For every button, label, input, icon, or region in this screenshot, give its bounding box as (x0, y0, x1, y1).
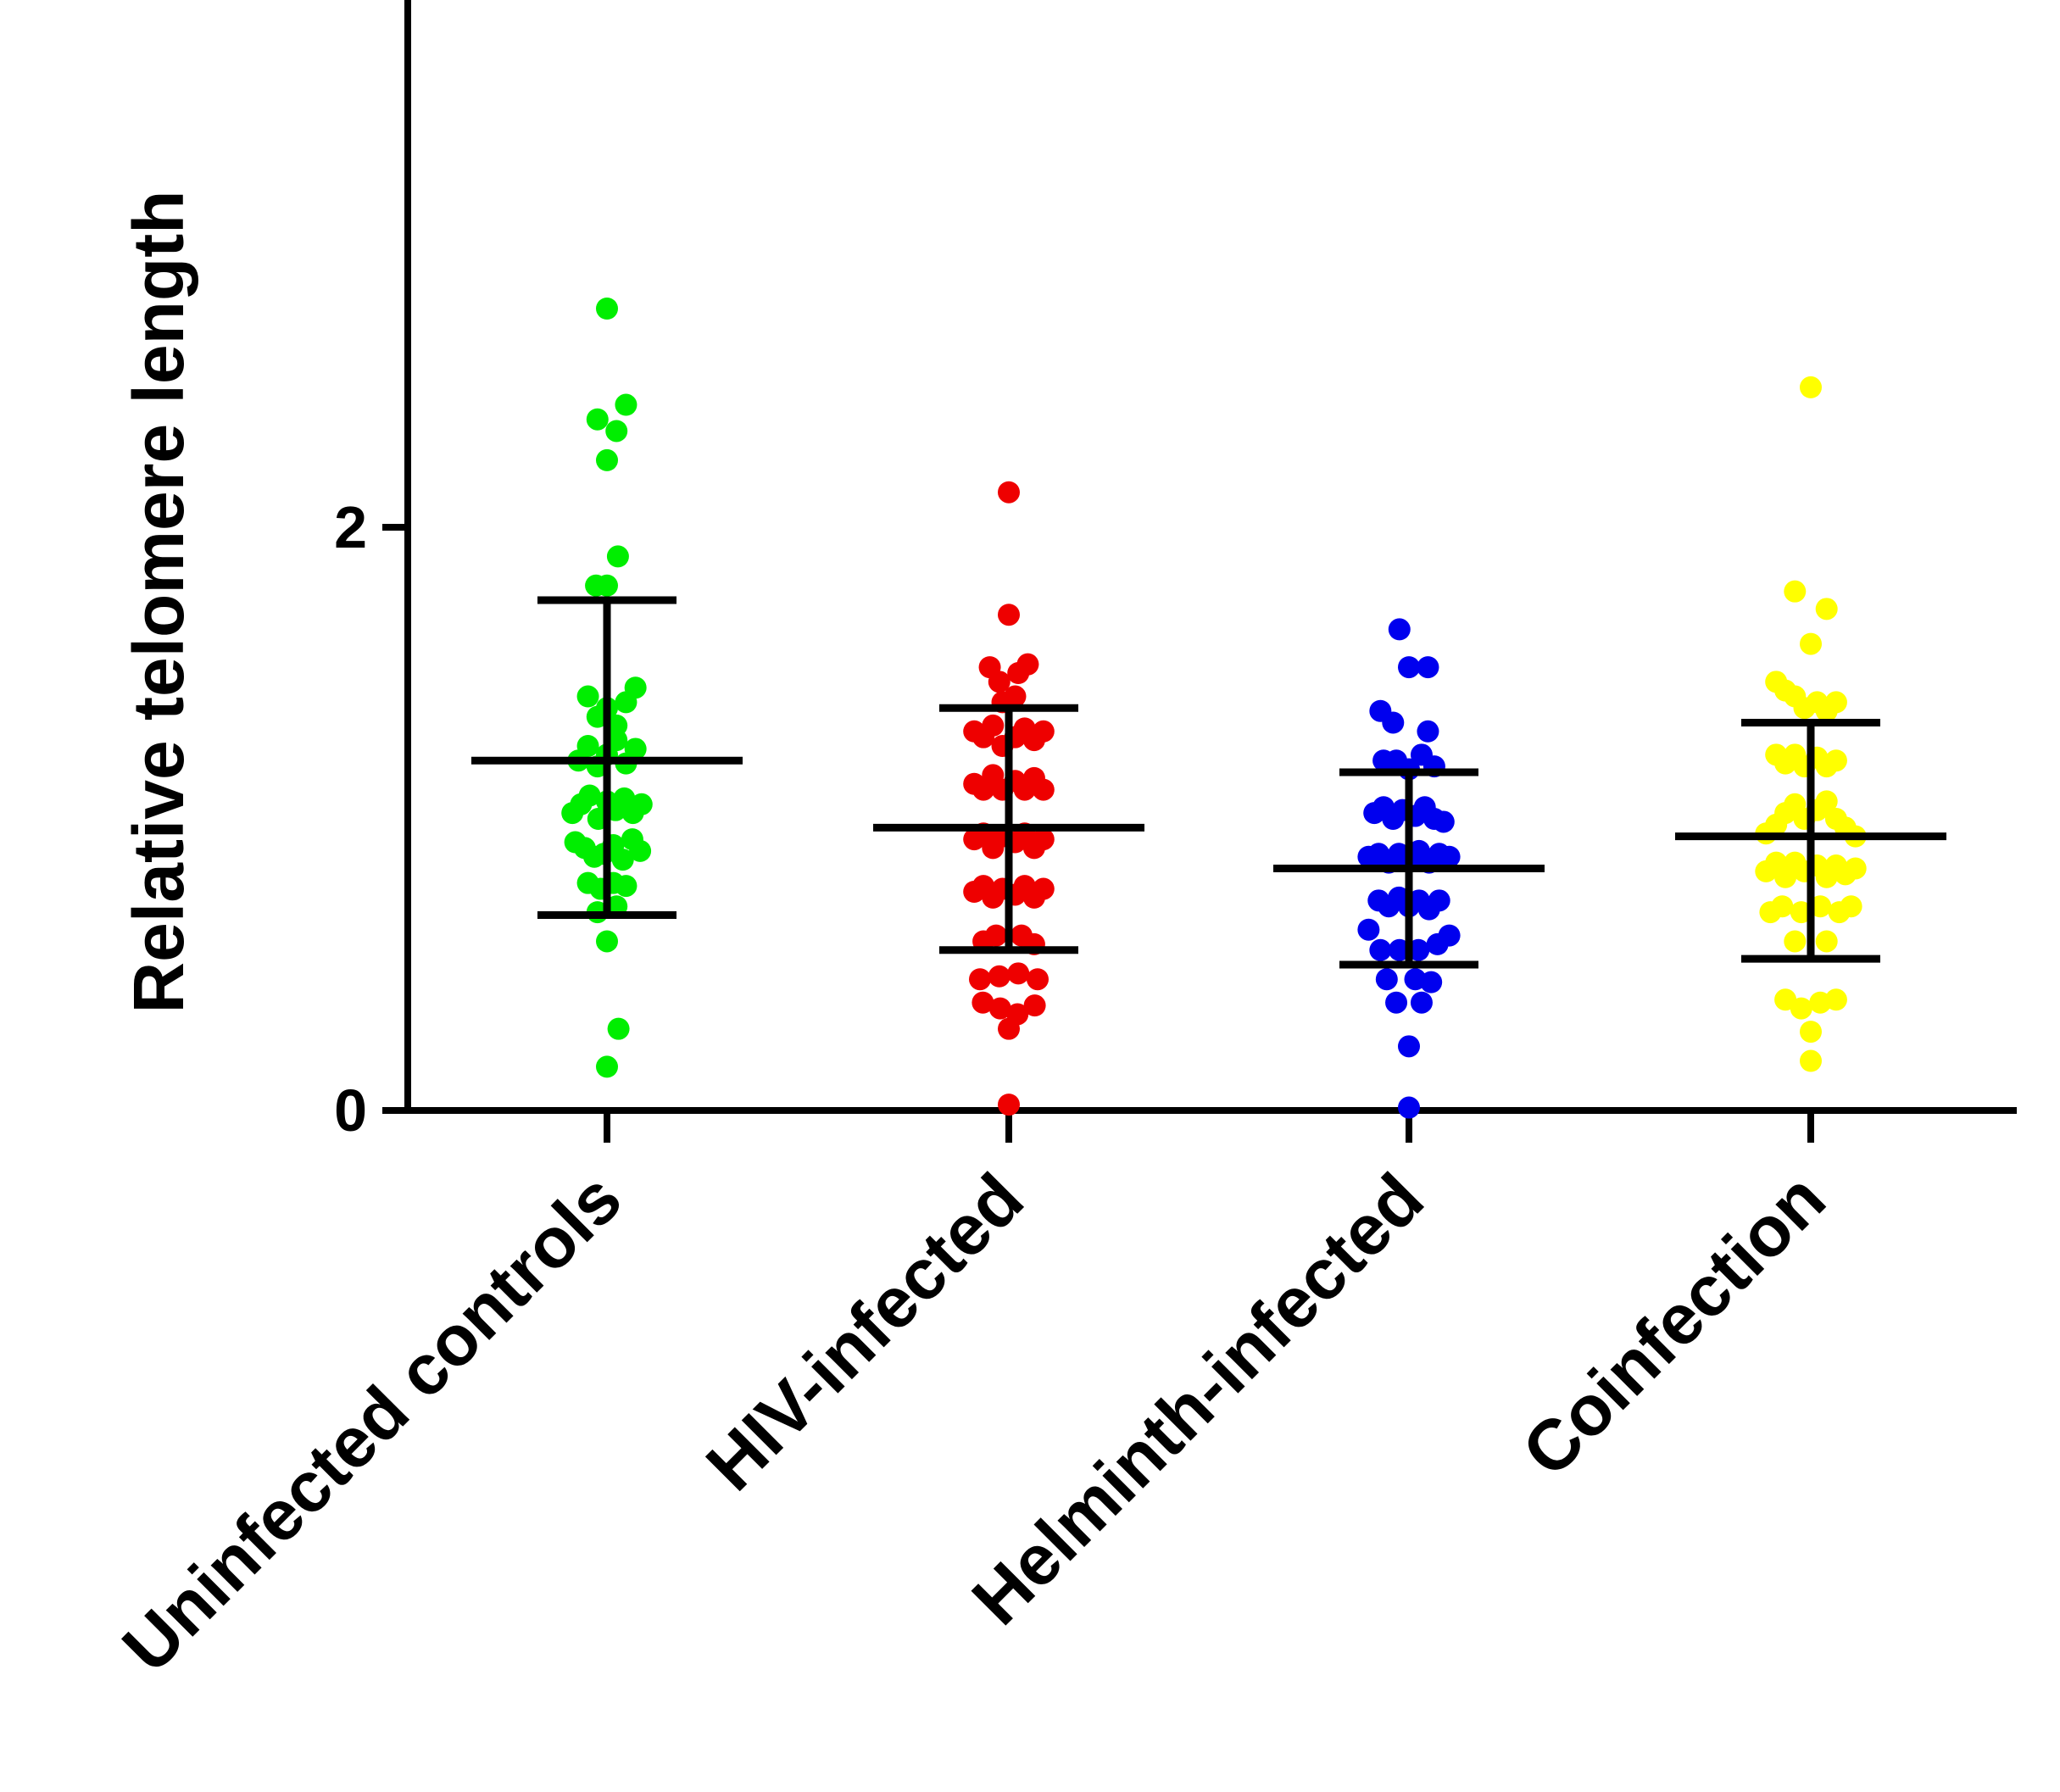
data-point (629, 839, 652, 862)
data-point (1032, 778, 1055, 801)
data-point (1815, 598, 1838, 621)
data-point (1032, 828, 1055, 851)
data-point (607, 1017, 630, 1040)
data-point (1032, 720, 1055, 743)
data-point (1815, 790, 1838, 813)
data-point (596, 574, 618, 597)
data-point (985, 924, 1008, 947)
axes: 0246Uninfected controlsHIV-infectedHelmi… (108, 0, 2017, 1687)
data-point (1840, 895, 1862, 918)
mean-sd-bars (471, 596, 1946, 969)
data-point (1824, 988, 1847, 1011)
data-point (1417, 656, 1439, 679)
data-point (969, 968, 991, 991)
data-point (605, 420, 628, 442)
data-point (1382, 711, 1405, 734)
data-point (576, 735, 599, 757)
data-point (1027, 968, 1049, 991)
data-point (615, 393, 637, 416)
data-point (1438, 845, 1461, 868)
x-tick-label: Helminth-infected (957, 1158, 1439, 1639)
data-point (1388, 938, 1411, 961)
data-point (1784, 930, 1807, 953)
data-point (988, 965, 1011, 988)
data-point (1357, 918, 1380, 941)
data-point (1369, 938, 1392, 961)
y-tick-label: 0 (334, 1077, 367, 1144)
data-point (630, 793, 653, 815)
data-point (1007, 962, 1030, 985)
data-point (988, 671, 1011, 693)
data-point (606, 545, 629, 568)
data-point (1398, 656, 1420, 679)
data-point (1824, 749, 1847, 772)
data-point (1790, 997, 1812, 1020)
data-point (972, 991, 994, 1014)
data-point (1771, 895, 1794, 918)
data-point (1407, 938, 1430, 961)
data-point (982, 714, 1005, 737)
data-point (1398, 1035, 1420, 1058)
data-point (586, 408, 609, 431)
data-point (578, 784, 601, 807)
data-point (1417, 720, 1439, 743)
x-tick-label: Coinfection (1507, 1158, 1840, 1491)
data-point (1032, 877, 1055, 900)
data-point (1426, 932, 1449, 955)
data-point (998, 1017, 1020, 1040)
y-tick-label: 2 (334, 494, 367, 560)
data-point (1420, 971, 1443, 993)
data-point (1410, 991, 1433, 1014)
data-point (1815, 930, 1838, 953)
x-tick-label: Uninfected controls (108, 1158, 637, 1687)
data-point (998, 481, 1020, 504)
y-axis-label: Relative telomere length (119, 191, 198, 1014)
data-point (998, 604, 1020, 626)
data-point (1800, 1049, 1822, 1072)
data-point (1016, 653, 1039, 676)
data-point (615, 875, 637, 898)
data-point (1428, 889, 1450, 912)
data-point (611, 849, 634, 871)
x-tick-label: HIV-infected (691, 1158, 1038, 1505)
data-point (988, 997, 1011, 1020)
data-point (1790, 901, 1812, 924)
data-point (596, 298, 618, 320)
data-point (1385, 991, 1408, 1014)
data-point (1800, 1021, 1822, 1043)
data-point (624, 676, 647, 699)
data-points (561, 298, 1867, 1119)
data-point (1844, 857, 1867, 880)
data-point (1432, 810, 1455, 833)
data-point (624, 737, 647, 760)
data-point (605, 729, 628, 752)
data-point (1809, 895, 1832, 918)
data-point (596, 1055, 618, 1078)
data-point (1388, 618, 1411, 641)
data-point (1824, 691, 1847, 714)
data-point (1023, 994, 1046, 1017)
data-point (1784, 580, 1807, 603)
data-point (596, 930, 618, 953)
data-point (998, 1094, 1020, 1116)
data-point (576, 685, 599, 708)
data-point (1004, 685, 1027, 708)
data-point (1398, 1096, 1420, 1119)
data-point (1800, 376, 1822, 398)
data-point (1375, 968, 1398, 991)
data-point (1800, 632, 1822, 655)
data-point (596, 448, 618, 471)
